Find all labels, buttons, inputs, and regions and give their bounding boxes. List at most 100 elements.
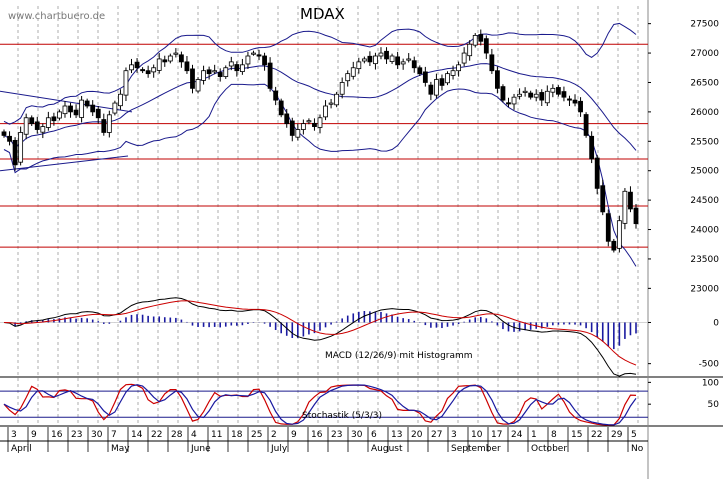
candle xyxy=(234,61,240,77)
day-tick-label: 10 xyxy=(471,430,483,440)
candle xyxy=(456,61,461,77)
candle xyxy=(123,67,129,101)
candle xyxy=(411,56,417,73)
month-label: June xyxy=(190,444,211,454)
price-tick-label: 24500 xyxy=(690,196,719,206)
candle xyxy=(57,109,62,121)
candle xyxy=(628,186,633,213)
grid xyxy=(17,6,639,426)
day-tick-label: 29 xyxy=(611,430,623,440)
day-tick-label: 30 xyxy=(351,430,363,440)
candle xyxy=(45,111,51,131)
chart-title: MDAX xyxy=(300,5,345,23)
day-tick-label: 1 xyxy=(531,430,537,440)
candle xyxy=(439,74,445,91)
day-tick-label: 23 xyxy=(71,430,82,440)
day-tick-label: 20 xyxy=(411,430,423,440)
candle xyxy=(467,40,473,61)
candle xyxy=(611,238,617,253)
candle xyxy=(517,88,522,100)
price-tick-label: 25000 xyxy=(690,167,719,177)
candle xyxy=(622,188,628,230)
candle xyxy=(422,66,428,87)
candle xyxy=(217,68,223,82)
candle xyxy=(367,51,373,66)
candle xyxy=(223,65,229,79)
candle xyxy=(567,95,572,106)
price-tick-label: 26000 xyxy=(690,108,719,118)
candle xyxy=(162,55,168,67)
candle xyxy=(400,58,406,70)
candle xyxy=(500,84,506,103)
day-tick-label: 25 xyxy=(251,430,262,440)
candle xyxy=(156,53,162,74)
candle xyxy=(544,85,550,106)
day-tick-label: 18 xyxy=(231,430,243,440)
candle xyxy=(511,93,517,110)
macd-panel xyxy=(0,297,648,377)
day-tick-label: 15 xyxy=(571,430,582,440)
candle xyxy=(328,98,334,109)
candle xyxy=(239,58,245,75)
candle xyxy=(428,81,434,101)
candle xyxy=(173,48,179,58)
candle xyxy=(350,61,356,80)
day-tick-label: 23 xyxy=(331,430,342,440)
day-tick-label: 2 xyxy=(271,430,277,440)
candle xyxy=(289,117,295,142)
day-tick-label: 24 xyxy=(511,430,523,440)
candle xyxy=(478,29,484,46)
candle xyxy=(140,67,145,74)
day-tick-label: 3 xyxy=(11,430,17,440)
macd-tick-label: -500 xyxy=(699,360,720,370)
candle xyxy=(267,57,273,92)
candle xyxy=(555,85,561,97)
month-label: No xyxy=(631,444,644,454)
macd-tick-label: 0 xyxy=(713,318,719,328)
price-tick-label: 23000 xyxy=(690,284,719,294)
candle xyxy=(62,101,68,118)
day-tick-label: 14 xyxy=(131,430,143,440)
candle xyxy=(190,64,195,94)
trend-line xyxy=(0,90,133,113)
candle xyxy=(278,98,284,118)
candle xyxy=(212,64,218,75)
candle xyxy=(539,89,545,106)
candle xyxy=(40,123,46,139)
day-tick-label: 22 xyxy=(151,430,162,440)
day-tick-label: 4 xyxy=(191,430,197,440)
stochastic-label: Stochastik (5/3/3) xyxy=(302,411,382,421)
candle xyxy=(561,86,567,102)
day-tick-label: 16 xyxy=(311,430,323,440)
price-tick-label: 26500 xyxy=(690,78,719,88)
candle xyxy=(206,66,212,80)
candle xyxy=(445,71,450,86)
candle xyxy=(594,154,600,195)
candle xyxy=(129,58,134,74)
price-tick-label: 27000 xyxy=(690,49,719,59)
day-tick-label: 3 xyxy=(451,430,457,440)
candle xyxy=(361,56,367,64)
candle xyxy=(245,51,251,69)
stochastic-tick-label: 50 xyxy=(708,400,720,410)
day-tick-label: 30 xyxy=(91,430,103,440)
candle xyxy=(306,118,312,125)
candle xyxy=(145,65,151,78)
candle xyxy=(583,112,589,138)
candle xyxy=(112,100,118,116)
x-axis: 3 9 16 23 30 7 14 22 28 4 11 18 25 2 9 16 23 30 6 13 20 27 3 10… xyxy=(0,427,648,454)
candle xyxy=(23,113,29,140)
candles xyxy=(1,29,639,253)
candle xyxy=(7,131,12,146)
candle xyxy=(68,102,73,118)
candle xyxy=(578,97,583,117)
day-tick-label: 6 xyxy=(371,430,377,440)
candle xyxy=(95,106,101,124)
day-tick-label: 5 xyxy=(631,430,637,440)
candle xyxy=(533,89,539,102)
candle xyxy=(417,65,423,76)
candle xyxy=(589,131,595,164)
candle xyxy=(106,110,112,138)
day-tick-label: 16 xyxy=(51,430,63,440)
